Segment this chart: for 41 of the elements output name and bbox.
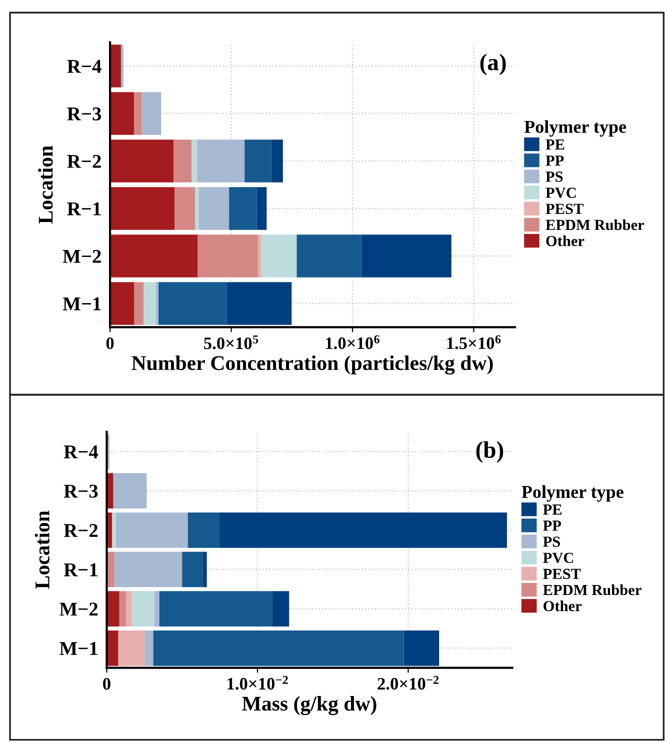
legend-label: PVC bbox=[543, 552, 574, 564]
annotation: (a) bbox=[480, 54, 506, 76]
x-axis-title: Number Concentration (particles/kg dw) bbox=[132, 355, 493, 375]
legend-label: PS bbox=[543, 536, 560, 547]
y-tick-label: R−1 bbox=[67, 202, 101, 216]
x-tick-label: 5.0×10$^{5}$ bbox=[204, 335, 258, 350]
x-tick-label: 0 bbox=[106, 337, 114, 350]
y-tick-label: R−4 bbox=[67, 60, 102, 73]
y-tick-label: M−2 bbox=[60, 602, 98, 616]
y-tick-label: R−1 bbox=[64, 563, 98, 576]
legend-label: PEST bbox=[546, 204, 584, 214]
y-tick-label: M−1 bbox=[60, 642, 98, 655]
y-tick-label: M−1 bbox=[62, 297, 101, 310]
legend-label: PP bbox=[546, 156, 564, 166]
legend-title: Polymer type bbox=[522, 485, 624, 502]
y-tick-label: R−4 bbox=[64, 445, 98, 458]
x-tick-label: 1.0×10$^{−2}$ bbox=[228, 676, 288, 690]
x-tick-label: 2.0×10$^{−2}$ bbox=[378, 676, 439, 690]
legend-label: Other bbox=[546, 235, 584, 246]
legend-label: PVC bbox=[546, 188, 576, 198]
legend-label: EPDM Rubber bbox=[543, 584, 642, 596]
y-axis-title: Location bbox=[38, 146, 53, 224]
legend-label: PE bbox=[546, 139, 564, 150]
legend-label: PEST bbox=[543, 568, 581, 580]
legend-label: EPDM Rubber bbox=[546, 219, 644, 230]
legend-label: PE bbox=[543, 504, 562, 515]
y-axis-title: Location bbox=[34, 510, 50, 589]
x-tick-label: 1.0×10$^{6}$ bbox=[326, 335, 380, 350]
y-tick-label: R−2 bbox=[64, 524, 98, 537]
x-axis-title: Mass (g/kg dw) bbox=[242, 696, 376, 716]
annotation: (b) bbox=[476, 441, 504, 463]
y-tick-label: R−3 bbox=[64, 484, 98, 498]
y-tick-label: R−2 bbox=[67, 154, 101, 168]
legend-title: Polymer type bbox=[524, 120, 626, 137]
x-tick-label: 0 bbox=[103, 678, 110, 690]
legend-label: Other bbox=[544, 600, 582, 612]
legend-label: PP bbox=[543, 520, 562, 531]
y-tick-label: R−3 bbox=[67, 107, 102, 120]
y-tick-label: M−2 bbox=[62, 250, 101, 263]
legend-label: PS bbox=[546, 172, 563, 182]
x-tick-label: 1.5×10$^{6}$ bbox=[447, 335, 501, 350]
